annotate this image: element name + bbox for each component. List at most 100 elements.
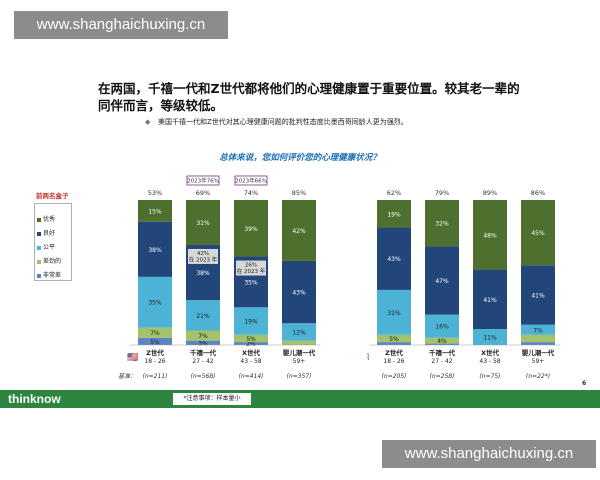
bar-segment [282,260,316,324]
n-label: (n=75) [479,373,500,380]
legend-box [34,203,72,281]
data-label: 47% [435,278,449,285]
note-text: 美国千禧一代和Z世代对其心理健康问题的批判性态度比墨西哥同龄人更为强烈。 [158,118,408,126]
bar-segment [282,340,316,345]
age-label: 59+ [532,358,545,365]
bar-segment [282,200,316,261]
bar-segment [473,329,507,345]
n-label: (n=211) [143,373,168,380]
data-label: 35% [148,300,162,307]
legend-item: 差劲的 [37,256,61,265]
top2-label: 85% [292,189,306,197]
compare-label: 26% [245,263,257,269]
compare-box [236,260,266,276]
bar-segment [138,337,172,345]
thinknow-logo: thinknow [8,392,61,406]
data-label: 4% [437,338,447,345]
data-label: 7% [533,327,543,334]
data-label: 15% [148,208,162,215]
data-label: 19% [244,319,258,326]
category-label: 千禧一代 [429,348,456,357]
compare-label: 42% [197,251,209,257]
data-label: 11% [483,335,497,342]
legend-label: 公平 [43,244,56,251]
bar-segment [521,334,555,343]
data-label: 7% [150,330,160,337]
data-label: 19% [387,211,401,218]
data-label: 16% [435,324,449,331]
bar-segment [425,343,459,345]
page-title: 在两国，千禧一代和Z世代都将他们的心理健康置于重要位置。较其老一辈的同伴而言，等… [98,81,520,113]
legend-label: 优秀 [43,216,56,223]
n-label: (n=357) [287,373,312,380]
legend-swatch [37,273,41,278]
data-label: 21% [196,313,210,320]
bar-segment [377,289,411,335]
bullet-icon: ◆ [145,118,151,126]
data-label: 32% [435,221,449,228]
bar-segment [377,227,411,290]
top2-label: 89% [483,189,497,197]
category-label: 婴儿潮一代 [522,348,555,357]
n-label: (n=568) [191,373,216,380]
category-label: X世代 [481,348,500,357]
legend-swatch [37,245,41,250]
category-label: X世代 [242,348,261,357]
compare-label: 在 2023 年 [237,267,266,275]
age-label: 43 - 58 [240,358,261,365]
compare-label: 在 2023 年 [189,255,218,263]
badge-box [186,175,220,186]
survey-question: 总体来说，您如何评价您的心理健康状况？ [219,153,381,163]
legend-item: 良好 [37,228,55,237]
data-label: 12% [292,329,306,336]
data-label: 35% [244,279,258,286]
bar-segment [377,200,411,228]
data-label: 45% [531,230,545,237]
us-flag-icon: 🇺🇸 [127,352,138,363]
data-label: 43% [387,256,401,263]
footer-bar [0,390,600,408]
data-label: 7% [198,333,208,340]
bar-segment [377,342,411,345]
age-label: 43 - 58 [479,358,500,365]
legend-label: 良好 [43,230,56,237]
n-label: (n=258) [430,373,455,380]
bar-segment [425,200,459,247]
bar-segment [234,334,268,343]
bar-segment [521,342,555,345]
bar-segment [186,340,220,345]
footer-note: *注意事项：样本量小 [173,393,251,405]
data-label: 41% [531,292,545,299]
data-label: 38% [196,270,210,277]
age-label: 18 - 26 [144,358,165,365]
bar-segment [138,276,172,328]
top2-label: 53% [148,189,162,197]
bar-segment [138,221,172,277]
n-label: (n=414) [239,373,264,380]
age-label: 59+ [293,358,306,365]
data-label: 5% [389,336,399,343]
category-label: Z世代 [385,348,403,357]
data-label: 42% [292,228,306,235]
badge-label: 2023年66% [235,177,267,185]
bar-segment [138,327,172,338]
bar-segment [425,246,459,315]
bar-segment [521,265,555,325]
bar-segment [234,307,268,335]
top2-label: 69% [196,189,210,197]
n-label: (n=205) [382,373,407,380]
bar-segment [521,324,555,335]
bar-segment [186,330,220,341]
badge-box [234,175,268,186]
legend-title: 前两名盒子 [36,192,69,200]
n-label: (n=22*) [526,373,550,380]
legend-swatch [37,259,41,264]
bar-segment [473,200,507,270]
age-label: 27 - 42 [431,358,452,365]
legend-label: 非常差 [43,272,62,279]
category-label: Z世代 [146,348,164,357]
badge-label: 2023年76% [187,177,219,185]
legend-item: 非常差 [37,270,61,279]
bar-segment [282,323,316,341]
